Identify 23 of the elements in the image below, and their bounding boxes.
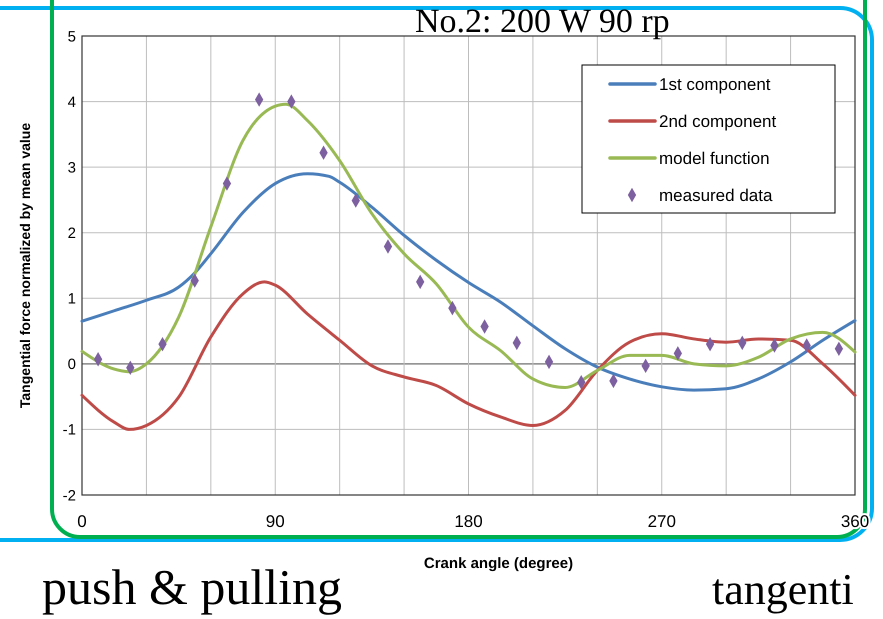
legend-label: measured data bbox=[659, 186, 773, 205]
legend-label: 1st component bbox=[659, 74, 771, 94]
line-series bbox=[80, 280, 856, 431]
y-tick-label: 2 bbox=[68, 224, 76, 242]
line-series bbox=[80, 102, 856, 389]
text: push & pulling bbox=[42, 559, 342, 615]
y-tick-label: 4 bbox=[68, 94, 76, 111]
x-tick-label: 90 bbox=[266, 512, 285, 531]
legend-label: model function bbox=[659, 148, 770, 168]
y-axis-title: Tangential force normalized by mean value bbox=[17, 122, 33, 408]
y-tick-label: 3 bbox=[68, 159, 76, 176]
y-tick-label: -1 bbox=[62, 422, 76, 439]
x-axis-title: Crank angle (degree) bbox=[424, 555, 574, 572]
y-tick-label: -2 bbox=[62, 487, 76, 504]
legend-label: 2nd component bbox=[659, 112, 776, 131]
y-tick-label: 5 bbox=[68, 28, 76, 46]
x-tick-label: 270 bbox=[648, 512, 676, 531]
annotation: No.2: 200 W 90 rp bbox=[415, 3, 670, 40]
y-tick-label: 0 bbox=[68, 356, 76, 374]
line-series bbox=[80, 172, 856, 392]
text: tangenti bbox=[712, 565, 854, 614]
x-tick-label: 180 bbox=[454, 512, 483, 531]
y-tick-label: 1 bbox=[68, 290, 76, 308]
